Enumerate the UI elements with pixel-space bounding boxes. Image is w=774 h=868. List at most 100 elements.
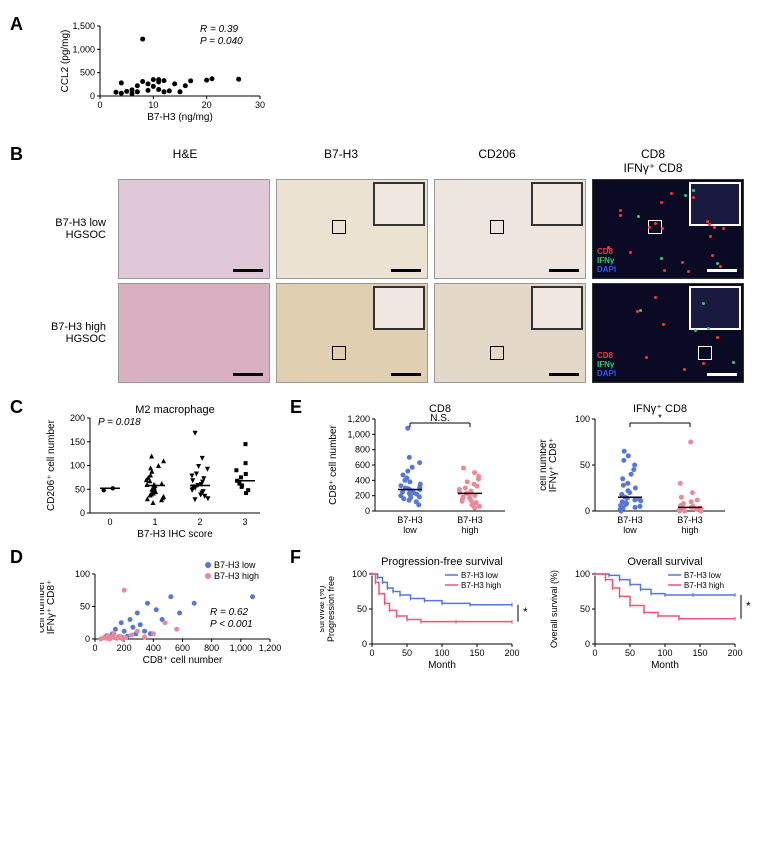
svg-text:CD8⁺ cell number: CD8⁺ cell number — [328, 424, 339, 504]
svg-text:1,000: 1,000 — [72, 44, 95, 54]
svg-text:0: 0 — [369, 648, 374, 658]
svg-text:100: 100 — [657, 648, 672, 658]
svg-text:800: 800 — [355, 445, 370, 455]
svg-text:B7-H3 IHC score: B7-H3 IHC score — [137, 529, 213, 540]
svg-text:survival (%): survival (%) — [320, 585, 326, 632]
column-header: B7-H3 — [266, 147, 416, 175]
svg-text:400: 400 — [355, 475, 370, 485]
svg-text:B7-H3 low: B7-H3 low — [684, 571, 721, 580]
panel-label-c: C — [10, 397, 23, 418]
svg-text:M2 macrophage: M2 macrophage — [135, 404, 215, 416]
svg-text:0: 0 — [92, 643, 97, 653]
svg-text:1,200: 1,200 — [259, 643, 282, 653]
svg-text:200: 200 — [727, 648, 742, 658]
svg-text:0: 0 — [365, 506, 370, 516]
column-header: CD206 — [422, 147, 572, 175]
svg-text:3: 3 — [242, 517, 247, 527]
row-label: B7-H3 high HGSOC — [30, 321, 112, 345]
if-legend-label: DAPI — [597, 369, 616, 378]
svg-text:50: 50 — [580, 460, 590, 470]
svg-text:1,000: 1,000 — [347, 429, 370, 439]
column-header: H&E — [110, 147, 260, 175]
svg-text:100: 100 — [575, 569, 590, 579]
svg-text:0: 0 — [362, 639, 367, 649]
panel-label-e: E — [290, 397, 302, 418]
svg-text:Month: Month — [428, 660, 456, 670]
svg-text:100: 100 — [434, 648, 449, 658]
svg-text:B7-H3 (ng/mg): B7-H3 (ng/mg) — [147, 112, 213, 123]
svg-text:Progression-free survival: Progression-free survival — [381, 556, 503, 568]
row-label: B7-H3 low HGSOC — [30, 217, 112, 241]
svg-text:400: 400 — [146, 643, 161, 653]
svg-text:B7-H3 high: B7-H3 high — [461, 581, 501, 590]
svg-text:0: 0 — [97, 100, 102, 110]
svg-text:0: 0 — [80, 508, 85, 518]
svg-text:B7-H3 high: B7-H3 high — [684, 581, 724, 590]
svg-text:B7-H3: B7-H3 — [397, 515, 423, 525]
svg-text:50: 50 — [402, 648, 412, 658]
panel-e-dotplots: 02004006008001,0001,200CD8CD8⁺ cell numb… — [320, 401, 750, 546]
svg-text:50: 50 — [625, 648, 635, 658]
panel-label-a: A — [10, 14, 23, 35]
svg-text:0: 0 — [107, 517, 112, 527]
svg-text:100: 100 — [70, 461, 85, 471]
svg-text:IFNγ⁺ CD8⁺: IFNγ⁺ CD8⁺ — [46, 580, 57, 634]
panel-a-scatter: 010203005001,0001,500B7-H3 (ng/mg)CCL2 (… — [50, 14, 764, 129]
svg-text:high: high — [681, 525, 698, 535]
svg-text:200: 200 — [504, 648, 519, 658]
svg-text:R = 0.39: R = 0.39 — [200, 24, 239, 35]
if-legend-label: CD8 — [597, 351, 616, 360]
histology-image — [118, 179, 270, 279]
svg-text:CD206⁺ cell number: CD206⁺ cell number — [46, 419, 57, 511]
svg-text:low: low — [623, 525, 637, 535]
svg-text:high: high — [461, 525, 478, 535]
svg-text:0: 0 — [585, 639, 590, 649]
histology-image: CD8IFNγDAPI — [592, 179, 744, 279]
svg-text:B7-H3: B7-H3 — [617, 515, 643, 525]
svg-text:IFNγ⁺ CD8⁺: IFNγ⁺ CD8⁺ — [548, 438, 559, 492]
svg-text:10: 10 — [148, 100, 158, 110]
svg-text:B7-H3 high: B7-H3 high — [214, 571, 259, 581]
svg-text:500: 500 — [80, 68, 95, 78]
panel-c-scatter: 050100150200M2 macrophageP = 0.0180123B7… — [40, 401, 280, 546]
svg-text:0: 0 — [90, 91, 95, 101]
svg-text:20: 20 — [202, 100, 212, 110]
panel-d-scatter: 02004006008001,0001,200050100CD8⁺ cell n… — [40, 555, 290, 670]
histology-image — [118, 283, 270, 383]
histology-image — [434, 179, 586, 279]
svg-text:2: 2 — [197, 517, 202, 527]
svg-text:150: 150 — [692, 648, 707, 658]
svg-text:*: * — [746, 599, 751, 613]
histology-image: CD8IFNγDAPI — [592, 283, 744, 383]
svg-text:150: 150 — [469, 648, 484, 658]
svg-text:1,500: 1,500 — [72, 21, 95, 31]
if-legend-label: DAPI — [597, 265, 616, 274]
svg-text:*: * — [523, 605, 528, 619]
svg-text:CCL2 (pg/mg): CCL2 (pg/mg) — [60, 30, 71, 93]
svg-text:100: 100 — [352, 569, 367, 579]
if-legend-label: IFNγ — [597, 360, 616, 369]
column-header: CD8 IFNγ⁺ CD8 — [578, 147, 728, 175]
figure-container: A 010203005001,0001,500B7-H3 (ng/mg)CCL2… — [10, 14, 764, 667]
svg-text:200: 200 — [117, 643, 132, 653]
svg-text:cell number: cell number — [540, 438, 549, 490]
svg-text:Progression free: Progression free — [326, 576, 336, 642]
svg-text:N.S.: N.S. — [430, 413, 449, 424]
svg-text:1,200: 1,200 — [347, 414, 370, 424]
svg-text:100: 100 — [75, 569, 90, 579]
svg-text:CD8⁺ cell number: CD8⁺ cell number — [143, 655, 223, 665]
svg-text:200: 200 — [355, 491, 370, 501]
svg-text:R = 0.62: R = 0.62 — [210, 607, 249, 618]
svg-text:0: 0 — [592, 648, 597, 658]
svg-text:cell number: cell number — [40, 580, 47, 632]
svg-text:low: low — [403, 525, 417, 535]
svg-text:0: 0 — [585, 506, 590, 516]
panel-b-histology: H&EB7-H3CD206CD8 IFNγ⁺ CD8 B7-H3 low HGSO… — [30, 147, 764, 383]
svg-text:1,000: 1,000 — [230, 643, 253, 653]
svg-text:P < 0.001: P < 0.001 — [210, 619, 253, 630]
svg-text:800: 800 — [204, 643, 219, 653]
svg-text:*: * — [658, 413, 662, 424]
histology-image — [434, 283, 586, 383]
histology-image — [276, 179, 428, 279]
svg-text:100: 100 — [575, 414, 590, 424]
